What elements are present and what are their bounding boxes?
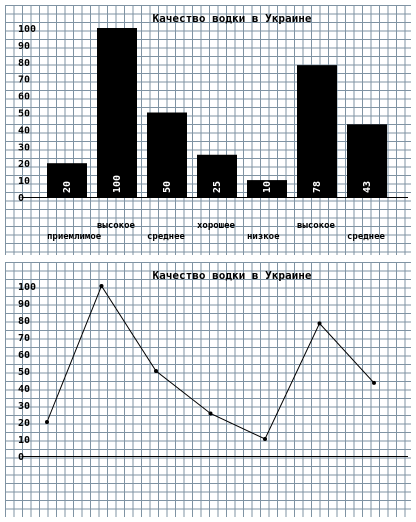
bar-y-tick-label: 10	[18, 176, 30, 187]
bar-category-label: среднее	[347, 232, 386, 242]
line-y-tick-label: 100	[18, 282, 36, 293]
bar-category-label: низкое	[247, 232, 280, 242]
line-point	[317, 321, 322, 326]
bar-value-label: 50	[162, 181, 173, 193]
line-y-tick-label: 90	[18, 299, 30, 310]
bar-value-label: 20	[62, 181, 73, 193]
line-chart-panel	[5, 262, 411, 517]
series-line	[46, 284, 375, 440]
bar-y-tick-label: 50	[18, 109, 30, 120]
bar-y-tick-label: 90	[18, 41, 30, 52]
bar	[297, 65, 337, 198]
bar-chart-panel	[5, 5, 411, 255]
bar-category-label: среднее	[147, 232, 186, 242]
line-point	[45, 420, 49, 424]
bar-y-tick-label: 40	[18, 125, 30, 136]
bar-category-label: приемлимое	[47, 232, 102, 242]
bar-y-tick-label: 70	[18, 75, 30, 86]
bar	[147, 112, 187, 197]
bar-value-label: 78	[312, 181, 323, 193]
bar-y-tick-label: 60	[18, 92, 30, 103]
bar	[247, 180, 287, 197]
bar-value-label: 100	[112, 175, 123, 193]
bar	[47, 163, 87, 197]
bar-y-tick-label: 100	[18, 24, 36, 35]
line-point	[208, 411, 213, 416]
line-y-tick-label: 70	[18, 333, 30, 344]
bar-y-tick-label: 80	[18, 58, 30, 69]
bar-y-tick-label: 30	[18, 142, 30, 153]
line-y-tick-label: 30	[18, 401, 30, 412]
line-y-tick-label: 60	[18, 350, 30, 361]
line-point	[99, 284, 104, 288]
line-y-tick-label: 50	[18, 367, 30, 378]
bar	[347, 124, 387, 197]
line-point	[154, 369, 158, 373]
bar-category-label: хорошее	[197, 221, 236, 231]
bar-value-label: 43	[362, 181, 373, 193]
bar-value-label: 10	[262, 181, 273, 193]
bar-category-label: высокое	[97, 221, 136, 231]
bar-y-tick-label: 20	[18, 159, 30, 170]
bar-category-label: высокое	[297, 221, 336, 231]
line-chart-title: Качество водки в Украине	[153, 269, 312, 282]
line-y-tick-label: 40	[18, 384, 30, 395]
bar-value-label: 25	[212, 181, 223, 193]
bar-chart-title: Качество водки в Украине	[153, 12, 312, 25]
line-point	[372, 380, 376, 385]
bar	[97, 28, 137, 197]
line-y-tick-label: 0	[18, 452, 24, 463]
bar	[197, 154, 237, 197]
line-point	[263, 437, 267, 441]
bar-y-tick-label: 0	[18, 193, 24, 204]
line-y-tick-label: 20	[18, 418, 30, 429]
line-y-tick-label: 10	[18, 435, 30, 446]
line-y-tick-label: 80	[18, 316, 30, 327]
